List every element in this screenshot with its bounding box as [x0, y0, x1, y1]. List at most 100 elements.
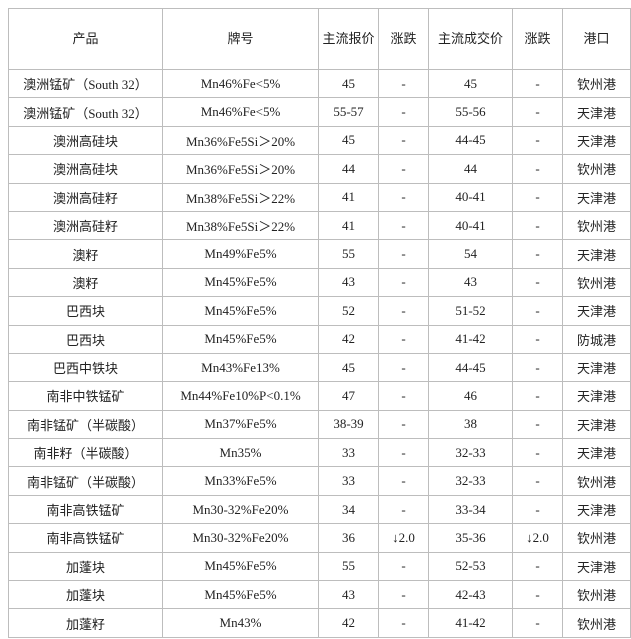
table-cell: 澳洲高硅籽	[8, 210, 163, 241]
table-cell: 44-45	[428, 125, 513, 156]
table-row: 南非高铁锰矿 Mn30-32%Fe20% 36 ↓2.0 35-36 ↓2.0 钦州港	[8, 523, 631, 553]
table-cell: 澳籽	[8, 267, 163, 298]
table-cell: Mn38%Fe5Si＞22%	[162, 182, 319, 212]
table-cell: Mn46%Fe<5%	[162, 97, 319, 127]
table-cell: -	[378, 580, 429, 610]
table-row: 加蓬块 Mn45%Fe5% 55-52-53- 天津港	[8, 551, 631, 582]
table-cell: 巴西块	[8, 324, 163, 354]
header-cell: 主流报价	[318, 8, 379, 70]
table-row: 澳籽 Mn45%Fe5% 43-43- 钦州港	[8, 267, 631, 298]
table-cell: 41-42	[428, 608, 513, 638]
table-cell: ↓2.0	[512, 523, 563, 553]
table-cell: 45	[318, 352, 379, 383]
table-cell: 44	[318, 154, 379, 184]
table-cell: 天津港	[562, 409, 631, 440]
table-cell: 36	[318, 523, 379, 553]
table-row: 加蓬籽 Mn43% 42-41-42- 钦州港	[8, 608, 631, 638]
table-cell: 32-33	[428, 466, 513, 496]
table-cell: -	[512, 296, 563, 326]
table-cell: ↓2.0	[378, 523, 429, 553]
table-cell: Mn45%Fe5%	[162, 551, 319, 582]
table-cell: 55-57	[318, 97, 379, 127]
table-cell: -	[378, 97, 429, 127]
table-cell: -	[378, 267, 429, 298]
table-row: 澳洲锰矿（South 32） Mn46%Fe<5% 45-45- 钦州港	[8, 68, 631, 99]
header-cell: 主流成交价	[428, 8, 513, 70]
table-cell: 43	[318, 267, 379, 298]
table-cell: 澳籽	[8, 239, 163, 269]
table-cell: Mn45%Fe5%	[162, 267, 319, 298]
table-cell: -	[378, 608, 429, 638]
table-cell: -	[512, 182, 563, 212]
table-row: 巴西块 Mn45%Fe5% 42-41-42- 防城港	[8, 324, 631, 354]
table-cell: 南非中铁锰矿	[8, 381, 163, 411]
table-row: 巴西中铁块 Mn43%Fe13% 45-44-45- 天津港	[8, 352, 631, 383]
table-cell: 45	[318, 68, 379, 99]
table-cell: 40-41	[428, 210, 513, 241]
table-cell: -	[512, 551, 563, 582]
table-cell: -	[512, 154, 563, 184]
table-cell: -	[512, 494, 563, 525]
table-cell: 澳洲高硅籽	[8, 182, 163, 212]
table-cell: 32-33	[428, 438, 513, 468]
table-cell: Mn35%	[162, 438, 319, 468]
table-row: 澳洲锰矿（South 32） Mn46%Fe<5% 55-57-55-56- 天津港	[8, 97, 631, 127]
table-cell: 38	[428, 409, 513, 440]
table-cell: -	[378, 466, 429, 496]
table-cell: 加蓬块	[8, 551, 163, 582]
table-cell: Mn30-32%Fe20%	[162, 523, 319, 553]
table-cell: -	[378, 494, 429, 525]
table-cell: 43	[428, 267, 513, 298]
table-cell: 天津港	[562, 494, 631, 525]
table-cell: -	[378, 409, 429, 440]
table-cell: -	[512, 352, 563, 383]
header-cell: 涨跌	[378, 8, 429, 70]
price-table: 产品 牌号 主流报价 涨跌 主流成交价 涨跌 港口 澳洲锰矿（South 32） Mn46%F…	[8, 8, 631, 638]
table-cell: 33	[318, 438, 379, 468]
table-cell: 天津港	[562, 296, 631, 326]
table-cell: 41-42	[428, 324, 513, 354]
table-row: 澳籽 Mn49%Fe5% 55-54- 天津港	[8, 239, 631, 269]
table-cell: 巴西块	[8, 296, 163, 326]
table-cell: -	[378, 296, 429, 326]
table-cell: 钦州港	[562, 267, 631, 298]
table-cell: -	[378, 154, 429, 184]
table-cell: -	[378, 352, 429, 383]
table-cell: 55	[318, 551, 379, 582]
table-cell: Mn49%Fe5%	[162, 239, 319, 269]
header-cell: 涨跌	[512, 8, 563, 70]
table-cell: 澳洲高硅块	[8, 154, 163, 184]
table-cell: 天津港	[562, 125, 631, 156]
table-cell: 46	[428, 381, 513, 411]
table-row: 南非中铁锰矿 Mn44%Fe10%P<0.1% 47-46- 天津港	[8, 381, 631, 411]
table-cell: 加蓬籽	[8, 608, 163, 638]
header-cell: 产品	[8, 8, 163, 70]
table-cell: Mn36%Fe5Si＞20%	[162, 154, 319, 184]
table-cell: 南非高铁锰矿	[8, 523, 163, 553]
table-cell: Mn43%Fe13%	[162, 352, 319, 383]
table-cell: -	[512, 267, 563, 298]
table-row: 南非锰矿（半碳酸） Mn37%Fe5% 38-39-38- 天津港	[8, 409, 631, 440]
table-cell: 54	[428, 239, 513, 269]
table-cell: -	[512, 324, 563, 354]
header-cell: 港口	[562, 8, 631, 70]
table-cell: 南非高铁锰矿	[8, 494, 163, 525]
table-cell: -	[512, 239, 563, 269]
table-cell: -	[512, 580, 563, 610]
table-cell: 33-34	[428, 494, 513, 525]
table-cell: Mn45%Fe5%	[162, 324, 319, 354]
table-row: 巴西块 Mn45%Fe5% 52-51-52- 天津港	[8, 296, 631, 326]
header-cell: 牌号	[162, 8, 319, 70]
table-cell: -	[512, 210, 563, 241]
table-cell: 天津港	[562, 97, 631, 127]
table-cell: 南非锰矿（半碳酸）	[8, 466, 163, 496]
table-cell: 41	[318, 182, 379, 212]
table-cell: -	[512, 438, 563, 468]
table-cell: 45	[318, 125, 379, 156]
table-cell: -	[512, 68, 563, 99]
table-cell: 钦州港	[562, 154, 631, 184]
table-cell: -	[512, 409, 563, 440]
table-cell: 澳洲锰矿（South 32）	[8, 97, 163, 127]
table-cell: 天津港	[562, 239, 631, 269]
